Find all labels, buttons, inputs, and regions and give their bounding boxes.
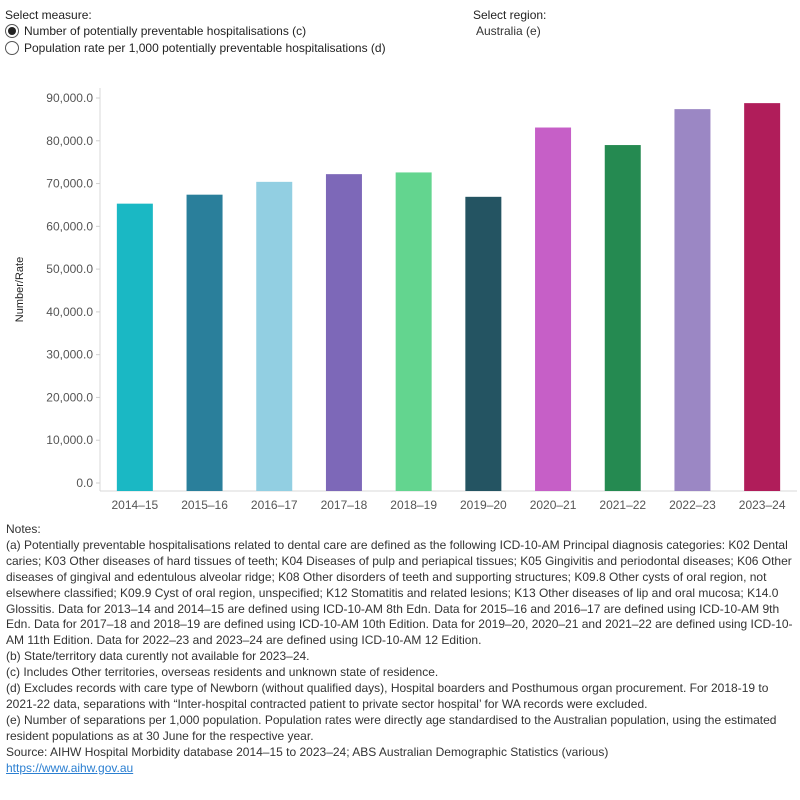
x-tick-label: 2018–19 [390, 498, 437, 512]
notes-heading: Notes: [6, 522, 41, 536]
y-axis: 0.0 10,000.0 20,000.0 30,000.0 40,000.0 50,00… [46, 88, 101, 491]
measure-selector-title: Select measure: [5, 8, 92, 22]
radio-selected-icon[interactable] [5, 24, 19, 38]
bar-2015–16[interactable] [186, 194, 223, 491]
bar-2023–24[interactable] [744, 103, 781, 491]
bar-2017–18[interactable] [325, 174, 362, 491]
bar-2014–15[interactable] [116, 203, 153, 491]
x-tick-label: 2014–15 [111, 498, 158, 512]
filter-controls: Select measure: Number of potentially pr… [0, 0, 800, 60]
y-tick-label: 60,000.0 [46, 219, 93, 233]
bar-chart: 0.0 10,000.0 20,000.0 30,000.0 40,000.0 50,00… [14, 88, 797, 512]
y-tick-label: 90,000.0 [46, 91, 93, 105]
y-tick-label: 0.0 [76, 476, 93, 490]
x-tick-label: 2021–22 [599, 498, 646, 512]
x-tick-label: 2023–24 [739, 498, 786, 512]
bar-2020–21[interactable] [535, 127, 572, 491]
note-b: (b) State/territory data curently not av… [6, 649, 310, 664]
y-tick-label: 70,000.0 [46, 177, 93, 191]
measure-option-rate[interactable]: Population rate per 1,000 potentially pr… [5, 41, 386, 55]
y-tick-label: 10,000.0 [46, 433, 93, 447]
x-tick-label: 2016–17 [251, 498, 298, 512]
measure-option-label: Number of potentially preventable hospit… [24, 24, 307, 38]
bar-2019–20[interactable] [465, 196, 502, 492]
x-tick-label: 2017–18 [321, 498, 368, 512]
notes-section: Notes: (a) Potentially preventable hospi… [6, 522, 796, 777]
y-tick-label: 80,000.0 [46, 134, 93, 148]
region-selector-title: Select region: [473, 8, 547, 22]
source-text: Source: AIHW Hospital Morbidity database… [6, 744, 609, 759]
x-tick-label: 2015–16 [181, 498, 228, 512]
y-tick-label: 30,000.0 [46, 348, 93, 362]
bar-2022–23[interactable] [674, 109, 711, 491]
y-tick-label: 40,000.0 [46, 305, 93, 319]
note-e: (e) Number of separations per 1,000 popu… [6, 712, 777, 743]
y-axis-title: Number/Rate [14, 257, 26, 322]
radio-unselected-icon[interactable] [5, 41, 19, 55]
measure-option-number[interactable]: Number of potentially preventable hospit… [5, 24, 306, 38]
measure-option-label: Population rate per 1,000 potentially pr… [24, 41, 386, 55]
bars-group [116, 103, 781, 492]
x-tick-label: 2019–20 [460, 498, 507, 512]
bar-2018–19[interactable] [395, 172, 432, 491]
x-axis: 2014–15 2015–16 2016–17 2017–18 2018–19 2019–… [100, 490, 797, 512]
source-link[interactable]: https://www.aihw.gov.au [6, 760, 134, 775]
note-a: (a) Potentially preventable hospitalisat… [6, 537, 793, 648]
x-tick-label: 2022–23 [669, 498, 716, 512]
note-c: (c) Includes Other territories, overseas… [6, 665, 439, 680]
region-selector-value[interactable]: Australia (e) [476, 24, 541, 38]
bar-2021–22[interactable] [604, 145, 641, 492]
note-d: (d) Excludes records with care type of N… [6, 681, 769, 711]
bar-2016–17[interactable] [256, 181, 293, 491]
y-tick-label: 50,000.0 [46, 262, 93, 276]
y-tick-label: 20,000.0 [46, 390, 93, 404]
x-tick-label: 2020–21 [530, 498, 577, 512]
